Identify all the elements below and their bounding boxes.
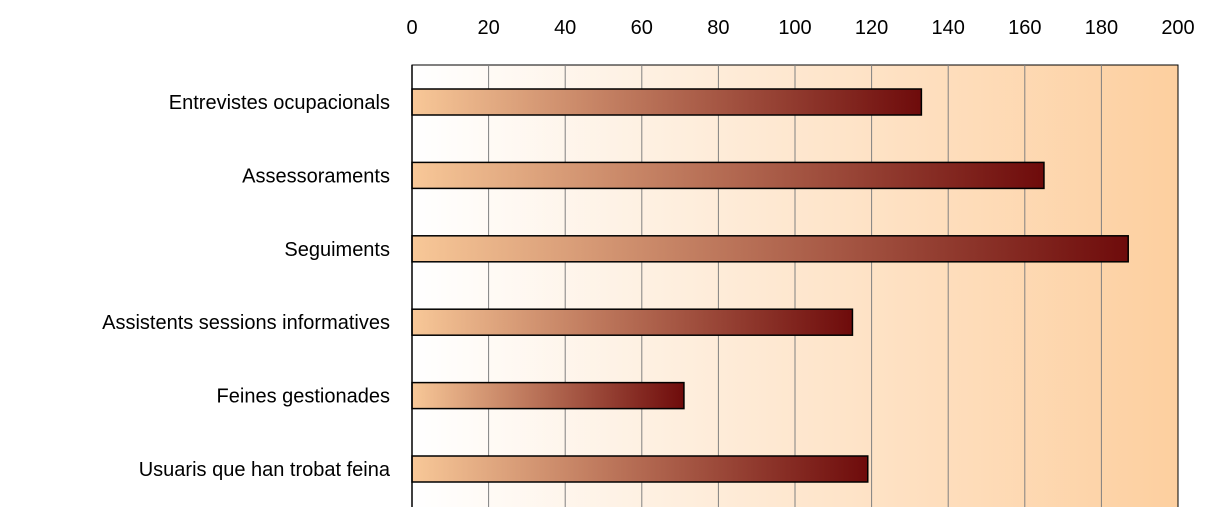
x-tick-label: 40 bbox=[554, 17, 576, 39]
x-tick-label: 20 bbox=[477, 17, 499, 39]
category-label: Entrevistes ocupacionals bbox=[169, 92, 390, 114]
x-tick-label: 180 bbox=[1085, 17, 1118, 39]
bar bbox=[411, 88, 923, 116]
x-tick-label: 0 bbox=[406, 17, 417, 39]
bar bbox=[411, 308, 854, 336]
x-tick-label: 100 bbox=[778, 17, 811, 39]
bar bbox=[411, 455, 869, 483]
x-tick-label: 160 bbox=[1008, 17, 1041, 39]
x-axis-ticks: 0 20 40 60 80 100 120 140 160 180 200 bbox=[406, 17, 1194, 39]
grid-lines bbox=[488, 65, 1179, 507]
category-label: Assessoraments bbox=[242, 165, 390, 187]
x-tick-label: 200 bbox=[1161, 17, 1194, 39]
category-label: Assistents sessions informatives bbox=[102, 312, 390, 334]
category-label: Feines gestionades bbox=[217, 386, 390, 408]
bar bbox=[411, 381, 685, 410]
category-label: Usuaris que han trobat feina bbox=[139, 459, 391, 481]
x-tick-label: 60 bbox=[631, 17, 653, 39]
x-tick-label: 80 bbox=[707, 17, 729, 39]
x-tick-label: 120 bbox=[855, 17, 888, 39]
category-label: Seguiments bbox=[284, 239, 390, 261]
bar bbox=[411, 235, 1129, 263]
bar bbox=[411, 161, 1045, 190]
x-tick-label: 140 bbox=[932, 17, 965, 39]
category-labels: Entrevistes ocupacionals Assessoraments Se… bbox=[102, 92, 391, 481]
